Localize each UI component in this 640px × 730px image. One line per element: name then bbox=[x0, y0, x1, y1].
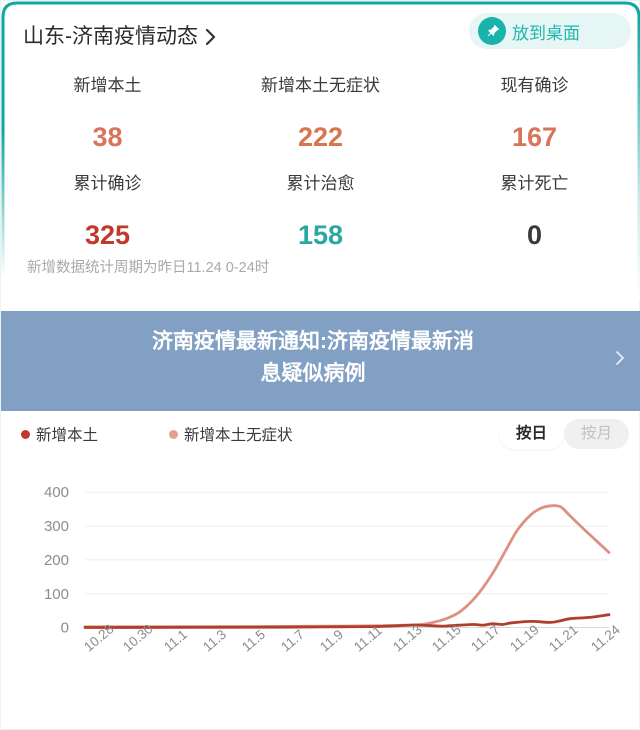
svg-text:400: 400 bbox=[44, 484, 69, 501]
svg-text:100: 100 bbox=[44, 586, 69, 603]
svg-text:200: 200 bbox=[44, 552, 69, 569]
svg-text:0: 0 bbox=[61, 620, 69, 637]
svg-text:300: 300 bbox=[44, 518, 69, 535]
